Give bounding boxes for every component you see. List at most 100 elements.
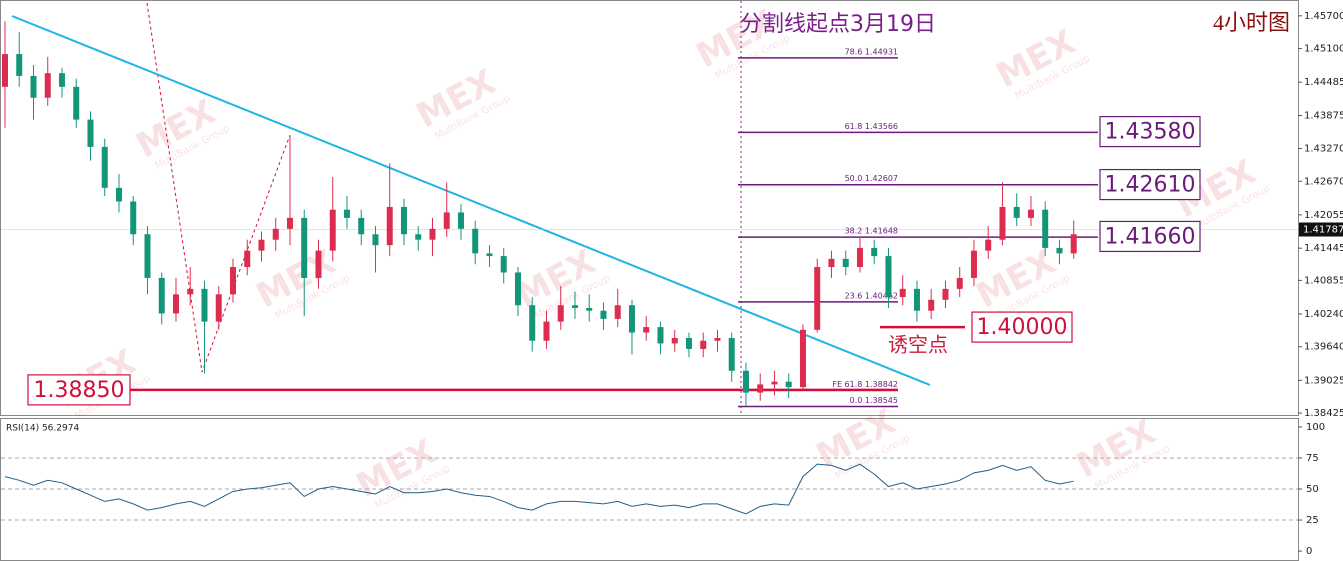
y-tick-label: 1.41445 bbox=[1304, 243, 1343, 254]
candle-body bbox=[457, 212, 464, 229]
candle-body bbox=[514, 272, 521, 306]
key-level-box bbox=[1099, 115, 1201, 148]
y-tick-label: 1.44485 bbox=[1304, 77, 1343, 88]
candle-body bbox=[1056, 247, 1063, 254]
y-tick-label: 1.42055 bbox=[1304, 210, 1343, 221]
key-level-label: 1.38850 bbox=[34, 378, 125, 403]
candle-body bbox=[913, 288, 920, 311]
candle-body bbox=[871, 247, 878, 257]
candle-body bbox=[899, 288, 906, 298]
candle-body bbox=[30, 75, 37, 98]
fib-label: 78.6 1.44931 bbox=[845, 47, 898, 56]
current-price-box bbox=[1299, 222, 1343, 237]
candle-body bbox=[643, 327, 650, 333]
candle-body bbox=[742, 370, 749, 393]
candle-body bbox=[115, 187, 122, 202]
candle-body bbox=[44, 73, 51, 98]
y-tick-label: 1.39640 bbox=[1304, 342, 1343, 353]
candle-body bbox=[757, 384, 764, 393]
candle-body bbox=[1027, 209, 1034, 218]
y-tick-label: 1.38425 bbox=[1304, 408, 1343, 419]
rsi-line bbox=[4, 463, 1074, 515]
candle-body bbox=[543, 321, 550, 341]
candle-body bbox=[415, 234, 422, 240]
candle-body bbox=[657, 327, 664, 344]
y-tick-label: 1.40240 bbox=[1304, 309, 1343, 320]
current-price-label: 1.41787 bbox=[1303, 225, 1343, 236]
annotation: 诱空点 bbox=[888, 333, 948, 357]
candle-body bbox=[215, 294, 222, 322]
candle-body bbox=[799, 329, 806, 388]
candle-body bbox=[700, 340, 707, 349]
candle-body bbox=[158, 277, 165, 314]
candle-body bbox=[315, 250, 322, 278]
key-level-box bbox=[1099, 220, 1201, 253]
key-level-box bbox=[971, 311, 1073, 343]
trend-line bbox=[11, 15, 931, 386]
candle-body bbox=[1, 54, 8, 87]
candle-body bbox=[1013, 206, 1020, 218]
candle-body bbox=[58, 73, 65, 87]
y-tick-label: 1.45100 bbox=[1304, 44, 1343, 55]
candle-body bbox=[172, 294, 179, 314]
candle-body bbox=[286, 217, 293, 229]
candle-body bbox=[187, 288, 194, 295]
chart-title: 分割线起点3月19日 bbox=[740, 12, 936, 37]
candle-body bbox=[714, 338, 721, 341]
candle-body bbox=[571, 305, 578, 308]
candle-body bbox=[429, 228, 436, 240]
candle-body bbox=[842, 258, 849, 268]
timeframe: 4小时图 bbox=[1213, 10, 1290, 35]
candle-body bbox=[272, 228, 279, 240]
y-tick-label: 1.45700 bbox=[1304, 11, 1343, 22]
candle-body bbox=[771, 381, 778, 385]
candle-body bbox=[372, 234, 379, 246]
candle-body bbox=[500, 256, 507, 273]
candle-body bbox=[258, 239, 265, 251]
candle-body bbox=[942, 288, 949, 300]
main-panel bbox=[0, 0, 1299, 416]
candle-body bbox=[885, 256, 892, 298]
candle-body bbox=[970, 250, 977, 278]
y-tick-label: 75 bbox=[1306, 453, 1319, 464]
fib-label: 23.6 1.40462 bbox=[845, 291, 898, 300]
key-level-label: 1.41660 bbox=[1105, 224, 1196, 249]
candle-body bbox=[443, 212, 450, 229]
y-tick-label: 25 bbox=[1306, 515, 1319, 526]
candle-body bbox=[486, 253, 493, 257]
fib-label: 38.2 1.41648 bbox=[845, 227, 898, 236]
y-tick-label: 50 bbox=[1306, 484, 1319, 495]
candle-body bbox=[928, 299, 935, 311]
candle-body bbox=[685, 338, 692, 349]
candle-body bbox=[785, 381, 792, 388]
candle-body bbox=[956, 277, 963, 289]
y-tick-label: 1.43875 bbox=[1304, 110, 1343, 121]
candle-body bbox=[343, 209, 350, 218]
candle-body bbox=[1042, 209, 1049, 248]
key-level-label: 1.40000 bbox=[977, 315, 1068, 340]
candle-body bbox=[614, 305, 621, 319]
candle-body bbox=[586, 307, 593, 311]
candle-body bbox=[529, 305, 536, 341]
candle-body bbox=[329, 209, 336, 251]
fib-label: 50.0 1.42607 bbox=[845, 174, 898, 183]
candle-body bbox=[828, 258, 835, 268]
fib-label: FE 61.8 1.38842 bbox=[832, 380, 898, 389]
candle-body bbox=[244, 250, 251, 268]
key-level-label: 1.42610 bbox=[1105, 173, 1196, 198]
candle-body bbox=[671, 338, 678, 344]
candle-body bbox=[999, 206, 1006, 240]
candle-body bbox=[73, 86, 80, 120]
candle-body bbox=[358, 217, 365, 235]
y-tick-label: 1.40855 bbox=[1304, 275, 1343, 286]
y-tick-label: 1.43270 bbox=[1304, 144, 1343, 155]
candle-body bbox=[1070, 234, 1077, 254]
fib-label: 0.0 1.38545 bbox=[850, 396, 898, 405]
y-tick-label: 1.39025 bbox=[1304, 375, 1343, 386]
key-level-box bbox=[27, 374, 131, 406]
candle-body bbox=[400, 206, 407, 235]
candle-body bbox=[814, 267, 821, 330]
candle-body bbox=[472, 228, 479, 254]
candle-body bbox=[628, 305, 635, 333]
candle-body bbox=[728, 338, 735, 371]
